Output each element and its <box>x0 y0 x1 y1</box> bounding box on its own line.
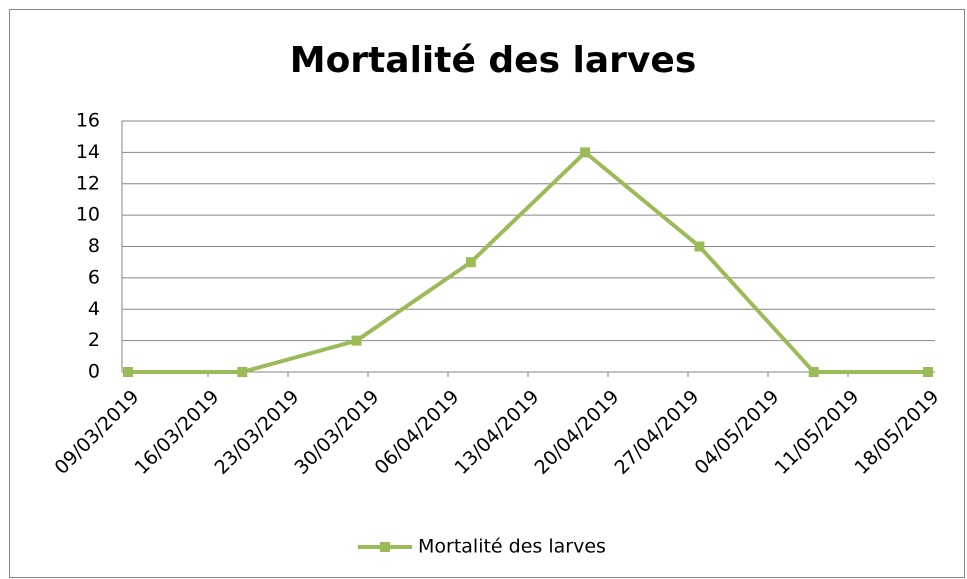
data-line <box>128 149 928 374</box>
y-tick-label: 0 <box>88 361 100 383</box>
y-tick-label: 16 <box>76 110 100 132</box>
y-tick-label: 12 <box>76 172 100 194</box>
y-tick-label: 2 <box>88 329 100 351</box>
data-point <box>580 147 591 158</box>
data-point <box>123 367 133 377</box>
y-tick-label: 4 <box>88 298 100 320</box>
data-point <box>237 367 248 377</box>
legend-marker <box>380 542 390 552</box>
data-point <box>465 257 476 268</box>
data-point <box>808 367 819 377</box>
y-tick-label: 6 <box>88 266 100 288</box>
y-tick-label: 8 <box>88 235 100 257</box>
legend-label: Mortalité des larves <box>418 536 606 558</box>
data-point <box>694 241 705 252</box>
data-point <box>923 367 933 377</box>
y-tick-label: 10 <box>76 204 100 226</box>
data-point <box>351 335 362 346</box>
chart-border <box>9 9 965 578</box>
y-tick-label: 14 <box>76 141 100 163</box>
chart-title: Mortalité des larves <box>290 40 697 81</box>
